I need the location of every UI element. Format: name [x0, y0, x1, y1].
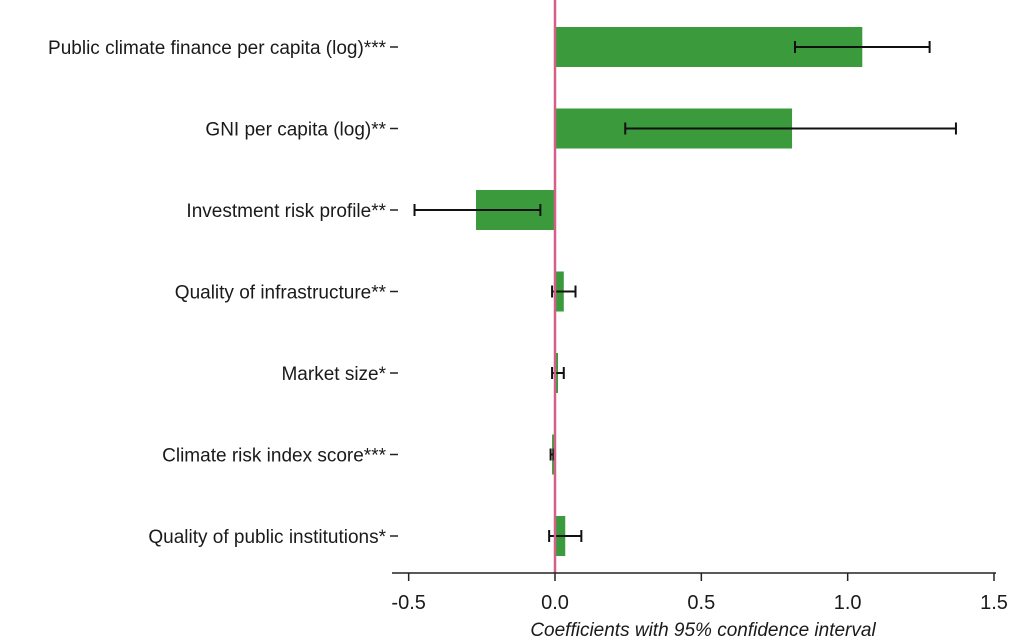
category-label-3: Quality of infrastructure**: [175, 283, 387, 304]
category-label-2: Investment risk profile**: [186, 201, 386, 222]
bars-layer: [475, 27, 863, 556]
x-axis: -0.5 0.0 0.5 1.0 1.5: [391, 572, 1008, 614]
x-axis-title: Coefficients with 95% confidence interva…: [530, 620, 876, 641]
category-label-6: Quality of public institutions*: [148, 527, 386, 548]
category-labels: Public climate finance per capita (log)*…: [48, 38, 398, 548]
error-bars-layer: [413, 41, 957, 542]
category-label-1: GNI per capita (log)**: [205, 120, 386, 141]
x-tick-label-4: 1.5: [980, 592, 1008, 614]
category-label-5: Climate risk index score***: [162, 446, 386, 467]
category-label-4: Market size*: [281, 364, 386, 385]
x-tick-label-3: 1.0: [834, 592, 862, 614]
x-tick-label-1: 0.0: [541, 592, 569, 614]
x-tick-label-2: 0.5: [687, 592, 715, 614]
x-tick-label-0: -0.5: [391, 592, 425, 614]
category-label-0: Public climate finance per capita (log)*…: [48, 38, 387, 59]
